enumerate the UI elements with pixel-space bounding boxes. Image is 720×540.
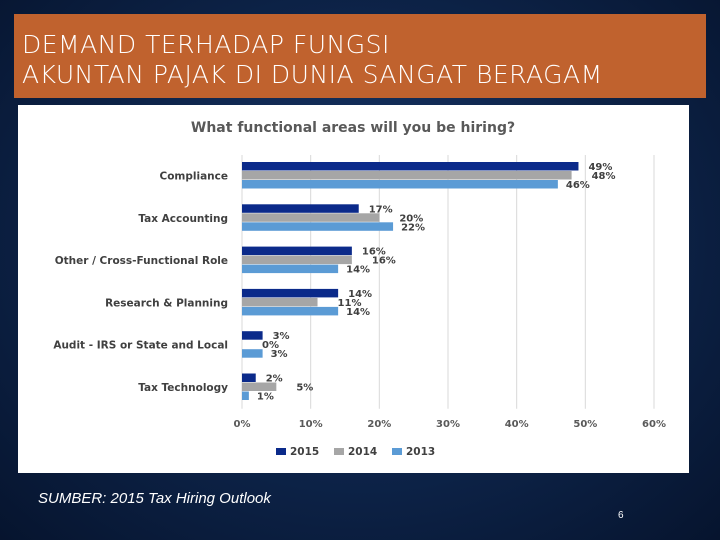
slide-title-line-1: DEMAND TERHADAP FUNGSI	[22, 30, 390, 59]
page-number: 6	[618, 510, 624, 521]
slide-title-line-2: AKUNTAN PAJAK DI DUNIA SANGAT BERAGAM	[22, 60, 603, 89]
legend-swatch-2013	[392, 448, 402, 455]
bar-2015	[242, 162, 579, 171]
bar-chart: What functional areas will you be hiring…	[53, 120, 666, 458]
data-label: 48%	[592, 171, 616, 182]
data-label: 5%	[296, 383, 313, 394]
bar-2013	[242, 180, 558, 189]
bar-2013	[242, 349, 263, 358]
data-label: 16%	[362, 247, 386, 258]
legend-label: 2014	[348, 446, 377, 458]
bar-2015	[242, 373, 256, 382]
title-bar: DEMAND TERHADAP FUNGSI AKUNTAN PAJAK DI …	[14, 14, 706, 98]
category-label: Compliance	[160, 171, 228, 183]
bar-2014	[242, 213, 380, 222]
data-label: 11%	[338, 298, 362, 309]
data-label: 14%	[346, 307, 370, 318]
x-tick-label: 30%	[436, 419, 460, 430]
bar-2015	[242, 288, 339, 298]
bar-2014	[242, 255, 352, 265]
category-label: Other / Cross-Functional Role	[55, 255, 228, 267]
data-label: 2%	[266, 374, 283, 385]
category-label: Tax Technology	[138, 382, 228, 394]
data-label: 3%	[273, 331, 290, 342]
data-label: 14%	[348, 289, 372, 300]
bar-2013	[242, 306, 339, 316]
category-label: Tax Accounting	[138, 213, 228, 225]
x-tick-label: 10%	[299, 419, 323, 430]
bar-2013	[242, 391, 249, 400]
data-label: 14%	[346, 265, 370, 276]
data-label: 0%	[262, 340, 279, 351]
x-tick-label: 0%	[234, 419, 251, 430]
bar-2013	[242, 222, 394, 231]
legend-swatch-2014	[334, 448, 344, 455]
data-label: 20%	[399, 213, 423, 224]
x-tick-label: 50%	[573, 419, 597, 430]
legend-label: 2013	[406, 446, 435, 458]
x-tick-label: 60%	[642, 419, 666, 430]
x-tick-label: 20%	[367, 419, 391, 430]
data-label: 3%	[271, 349, 288, 360]
chart-panel: What functional areas will you be hiring…	[18, 105, 689, 473]
source-caption: SUMBER: 2015 Tax Hiring Outlook	[38, 490, 271, 507]
data-label: 17%	[369, 204, 393, 215]
category-label: Audit - IRS or State and Local	[53, 340, 228, 352]
x-tick-label: 40%	[505, 419, 529, 430]
data-label: 16%	[372, 256, 396, 267]
data-label: 49%	[588, 162, 612, 173]
legend-swatch-2015	[276, 448, 286, 455]
bar-2015	[242, 204, 359, 213]
chart-title: What functional areas will you be hiring…	[191, 120, 515, 136]
data-label: 22%	[401, 222, 425, 233]
bar-2014	[242, 297, 318, 307]
bar-2014	[242, 171, 572, 180]
bar-2013	[242, 264, 339, 274]
data-label: 1%	[257, 392, 274, 403]
bar-2015	[242, 331, 263, 340]
data-label: 46%	[566, 180, 590, 191]
legend-label: 2015	[290, 446, 319, 458]
bar-2014	[242, 382, 277, 391]
category-label: Research & Planning	[105, 297, 228, 309]
bar-2015	[242, 246, 352, 256]
